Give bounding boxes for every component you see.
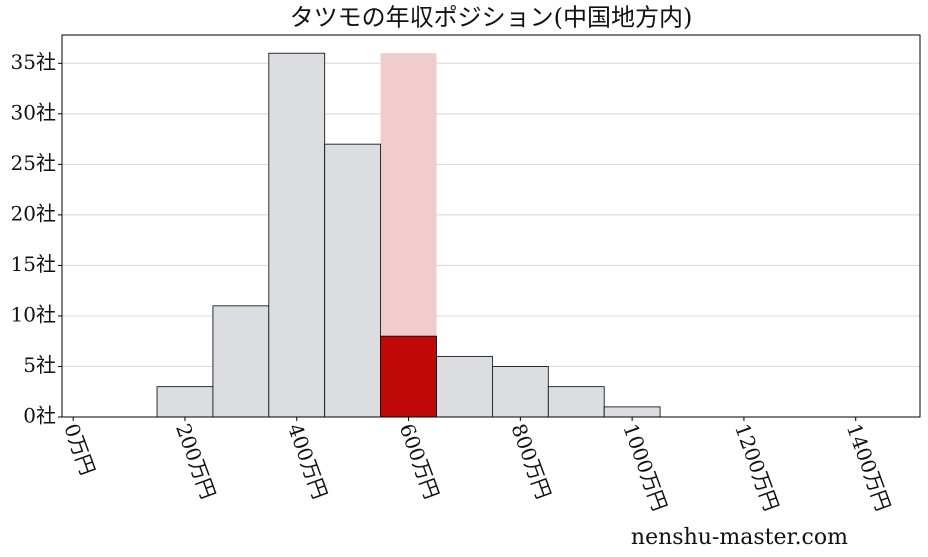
bar <box>547 386 605 418</box>
bar <box>156 386 214 418</box>
y-tick-label: 10社 <box>11 302 56 326</box>
y-tick-label: 25社 <box>11 151 56 175</box>
watermark: nenshu-master.com <box>631 525 848 550</box>
bar <box>324 143 382 418</box>
y-tick-label: 15社 <box>11 252 56 276</box>
y-tick-label: 35社 <box>11 50 56 74</box>
bar <box>380 335 437 418</box>
chart-title: タツモの年収ポジション(中国地方内) <box>290 4 693 32</box>
bar <box>436 355 493 418</box>
bar <box>268 52 326 418</box>
y-tick-label: 5社 <box>23 353 56 377</box>
y-tick-label: 20社 <box>11 201 56 225</box>
bar <box>491 366 549 418</box>
plot-frame <box>61 34 921 418</box>
y-tick-label: 30社 <box>11 100 56 124</box>
y-tick-label: 0社 <box>23 404 56 428</box>
bar <box>212 305 270 418</box>
bar <box>603 406 661 418</box>
